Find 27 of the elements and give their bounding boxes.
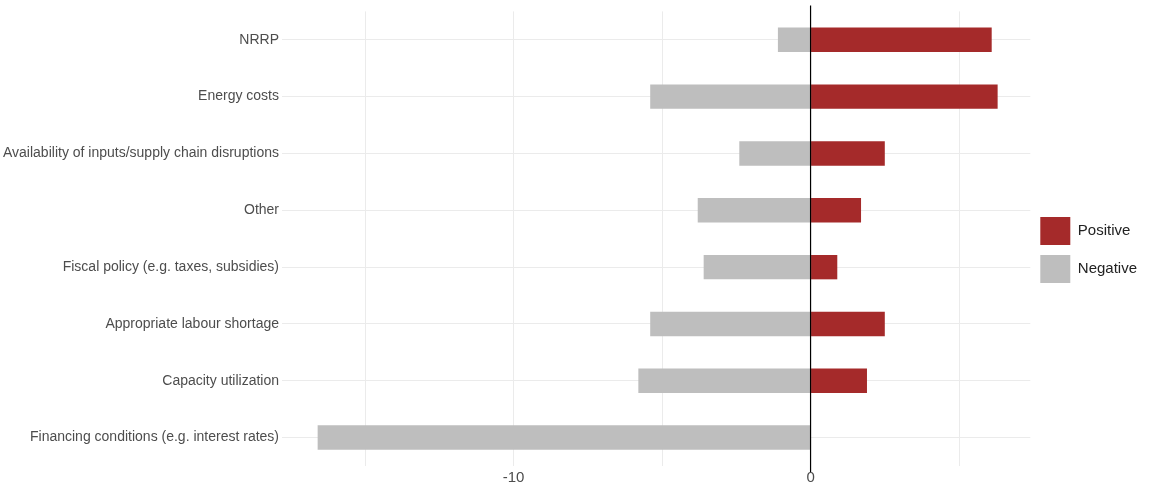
bar [811,27,992,53]
bar [777,27,811,53]
bar [739,141,811,166]
y-tick-label: Energy costs [198,87,280,104]
x-tick-label: 0 [806,468,815,486]
x-tick-label: -10 [502,468,525,486]
y-tick-label: Financing conditions (e.g. interest rates) [29,428,280,445]
bar [811,198,862,223]
bar [697,198,811,223]
bar [650,84,811,109]
legend-label: Negative [1077,259,1137,277]
bar [638,368,811,393]
bar [317,425,811,450]
legend-label: Positive [1077,221,1131,239]
bar [811,84,998,109]
bar [811,141,885,166]
y-tick-label: NRRP [239,30,280,47]
bar [811,311,885,337]
bar [811,254,838,280]
y-tick-label: Capacity utilization [162,371,280,388]
bar [650,311,811,337]
y-tick-label: Availability of inputs/supply chain disruptions [2,144,280,161]
bar [811,368,867,393]
y-tick-label: Fiscal policy (e.g. taxes, subsidies) [62,257,280,274]
y-tick-label: Other [243,201,280,218]
bar [703,254,811,280]
y-tick-label: Appropriate labour shortage [105,314,280,331]
